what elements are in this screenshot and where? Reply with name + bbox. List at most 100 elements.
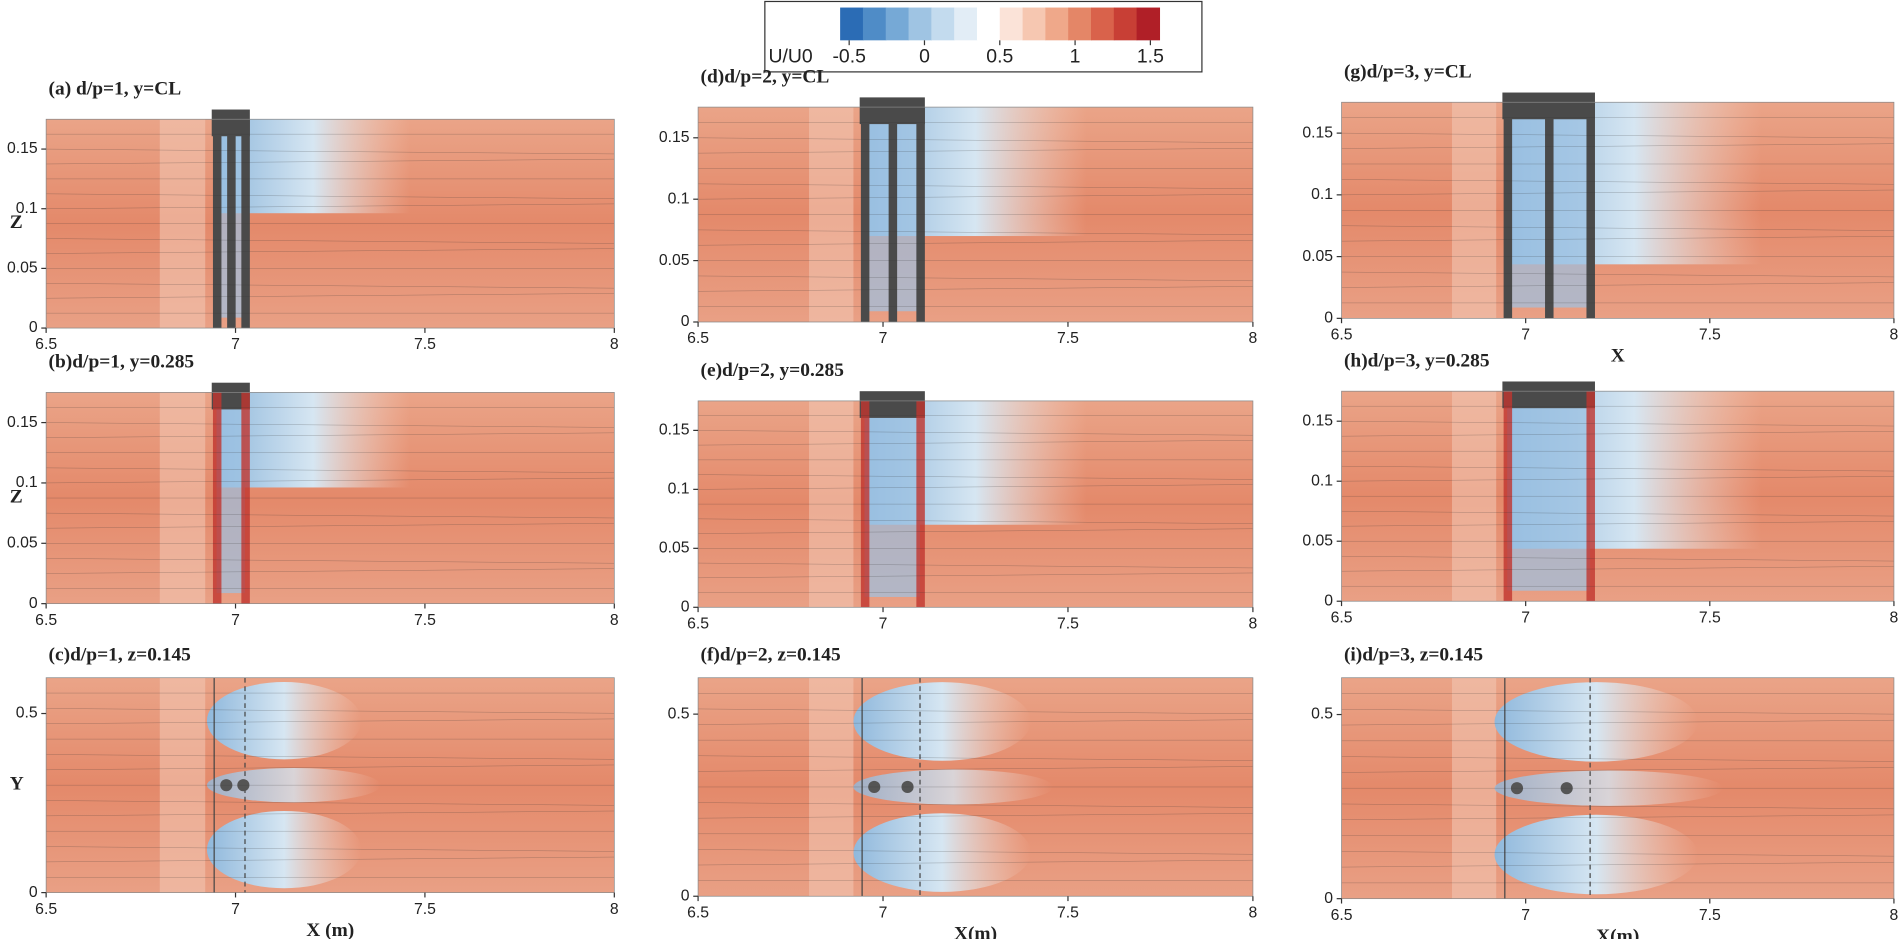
- contour-field: [698, 97, 1253, 322]
- y-tick-label: 0.1: [1311, 472, 1333, 489]
- streamline: [1341, 814, 1894, 820]
- streamline: [698, 859, 1253, 866]
- colorbar-label: U/U0: [768, 45, 812, 67]
- streamline: [698, 286, 1253, 292]
- streamline: [698, 137, 1253, 143]
- streamline: [1341, 756, 1894, 762]
- x-tick-label: 8: [1249, 904, 1258, 921]
- streamline: [698, 755, 1253, 761]
- contour-field: [46, 109, 615, 329]
- streamline: [1341, 709, 1894, 715]
- x-tick-label: 8: [1890, 609, 1899, 626]
- contour-field: [46, 382, 615, 604]
- streamline: [46, 422, 615, 428]
- streamline: [1341, 476, 1894, 482]
- x-axis-label: X: [1611, 346, 1625, 367]
- x-tick-label: 7.5: [1699, 907, 1721, 924]
- streamline: [698, 194, 1253, 200]
- cap: [1502, 381, 1595, 409]
- y-tick-label: 0: [1324, 592, 1333, 609]
- plot-frame: [697, 400, 1254, 608]
- streamline: [1341, 225, 1894, 231]
- x-tick-label: 6.5: [35, 336, 57, 353]
- streamline: [698, 528, 1253, 534]
- streamline: [46, 512, 615, 519]
- x-tick-label: 7: [1521, 327, 1530, 344]
- streamline: [698, 183, 1253, 189]
- colorbar-tick-label: 1: [1070, 45, 1081, 67]
- x-tick-label: 8: [1890, 327, 1899, 344]
- streamline: [46, 248, 615, 254]
- colorbar-swatch: [840, 7, 864, 41]
- y-tick-label: 0: [29, 319, 38, 336]
- x-tick-label: 6.5: [1331, 327, 1353, 344]
- y-axis-label: Z: [10, 486, 23, 507]
- panel-title: (c)d/p=1, z=0.145: [49, 644, 191, 665]
- streamline: [698, 813, 1253, 819]
- contour-field: [1341, 381, 1894, 602]
- streamline: [698, 229, 1253, 235]
- x-tick-label: 6.5: [1331, 609, 1353, 626]
- y-tick-label: 0.05: [659, 252, 690, 269]
- streamline: [46, 764, 615, 770]
- y-tick-label: 0: [681, 887, 690, 904]
- streamline: [698, 275, 1253, 281]
- y-tick-label: 0: [29, 595, 38, 612]
- contour-field: [1341, 677, 1894, 899]
- x-tick-label: 8: [610, 901, 619, 918]
- y-tick-label: 0.1: [16, 474, 38, 491]
- streamline: [698, 708, 1253, 714]
- plot-frame: [45, 392, 615, 605]
- streamline: [46, 477, 615, 484]
- wake-lower: [206, 810, 362, 889]
- y-tick-label: 0: [681, 598, 690, 615]
- y-tick-label: 0.5: [1311, 706, 1333, 723]
- colorbar-swatch: [999, 7, 1024, 41]
- streamline: [698, 148, 1253, 154]
- streamline: [1341, 556, 1894, 562]
- y-tick-label: 0: [681, 313, 690, 330]
- streamline: [1341, 803, 1894, 810]
- x-tick-label: 6.5: [687, 330, 709, 347]
- y-tick-label: 0.15: [659, 129, 690, 146]
- x-tick-label: 6.5: [1331, 907, 1353, 924]
- x-tick-label: 7.5: [414, 336, 436, 353]
- streamline: [1341, 431, 1894, 437]
- plot-frame: [45, 118, 615, 329]
- colorbar-swatch: [862, 7, 887, 41]
- x-tick-label: 7: [231, 336, 240, 353]
- x-tick-label: 7: [1521, 609, 1530, 626]
- streamline: [698, 766, 1253, 772]
- streamline: [1341, 421, 1894, 427]
- wake-lower: [1494, 814, 1698, 895]
- streamline: [46, 193, 615, 199]
- y-tick-label: 0.5: [668, 705, 690, 722]
- colorbar-tick-label: -0.5: [832, 45, 865, 67]
- plot-frame: [1341, 390, 1895, 602]
- streamline: [1341, 511, 1894, 517]
- x-tick-label: 6.5: [35, 612, 57, 629]
- streamline: [1341, 566, 1894, 572]
- y-tick-label: 0: [1324, 310, 1333, 327]
- plot-frame: [697, 106, 1254, 323]
- colorbar-swatch: [1068, 7, 1092, 41]
- colorbar-tick-label: 1.5: [1137, 45, 1164, 67]
- y-tick-label: 0.05: [7, 534, 38, 551]
- panel-title: (b)d/p=1, y=0.285: [49, 352, 195, 373]
- wake-core: [864, 400, 921, 597]
- streamline: [1341, 236, 1894, 242]
- x-tick-label: 7: [231, 901, 240, 918]
- streamline: [46, 810, 615, 817]
- y-tick-label: 0.15: [659, 422, 690, 439]
- colorbar-swatch: [1091, 7, 1115, 41]
- plot-frame: [45, 677, 615, 893]
- y-axis-label: Z: [10, 212, 23, 233]
- plot-frame: [1341, 677, 1895, 900]
- x-tick-label: 7: [1521, 907, 1530, 924]
- x-axis-label: X(m): [1596, 926, 1639, 939]
- streamline: [46, 754, 615, 760]
- wake-core: [1507, 391, 1591, 591]
- colorbar-swatch: [954, 7, 978, 41]
- y-tick-label: 0.15: [1302, 412, 1333, 429]
